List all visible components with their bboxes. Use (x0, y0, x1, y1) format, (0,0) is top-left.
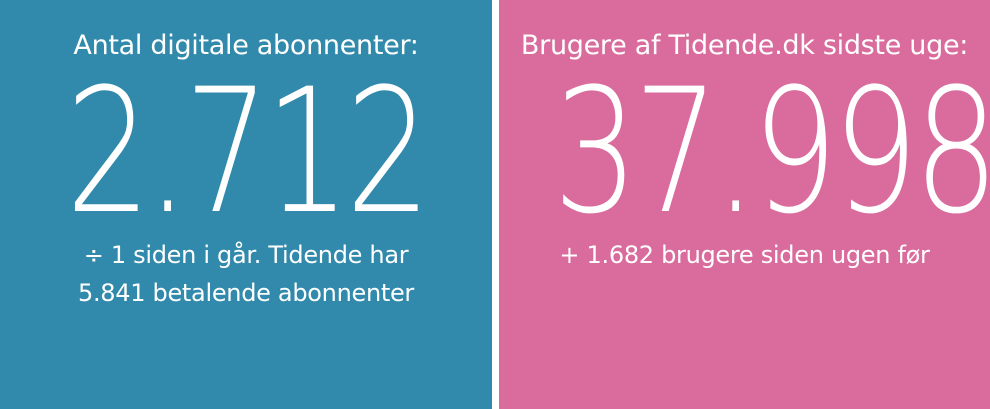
digital-subscribers-label: Antal digitale abonnenter: (73, 30, 419, 61)
digital-subscribers-change: ÷ 1 siden i går. Tidende har 5.841 betal… (0, 236, 492, 312)
weekly-users-label: Brugere af Tidende.dk sidste uge: (520, 30, 969, 61)
digital-subscribers-value: 2.712 (65, 51, 431, 252)
digital-subscribers-panel: Antal digitale abonnenter: 2.712 ÷ 1 sid… (0, 0, 492, 409)
weekly-users-value: 37.998 (553, 51, 990, 252)
weekly-users-panel: Brugere af Tidende.dk sidste uge: 37.998… (499, 0, 990, 409)
weekly-users-change-line1: + 1.682 brugere siden ugen før (559, 241, 930, 269)
digital-subscribers-change-line1: ÷ 1 siden i går. Tidende har (83, 241, 409, 269)
weekly-users-change: + 1.682 brugere siden ugen før (499, 236, 990, 274)
paying-subscribers-line: 5.841 betalende abonnenter (78, 279, 414, 307)
